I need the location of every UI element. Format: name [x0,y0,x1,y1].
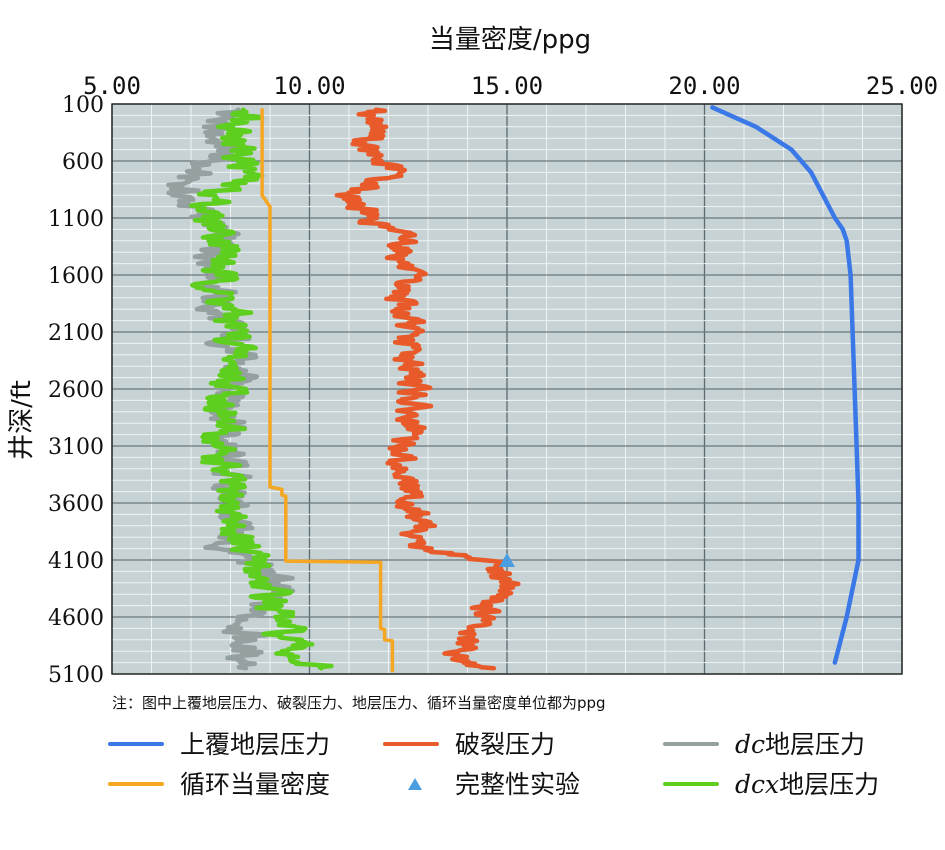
chart-title: 当量密度/ppg [429,25,591,55]
legend-label-italic: dcx [735,770,779,799]
y-tick-label: 1600 [48,264,104,289]
y-axis-title: 井深/ft [7,380,37,460]
y-tick-label: 600 [62,150,104,175]
plot-area [111,103,903,675]
x-tick-label: 10.00 [273,72,345,100]
y-tick-label: 5100 [48,663,104,688]
legend-label-text: 上覆地层压力 [180,730,330,759]
legend-label: dcx地层压力 [735,770,879,799]
legend-label: 循环当量密度 [180,770,330,799]
y-tick-label: 4600 [48,606,104,631]
x-axis-ticks: 5.00 10.00 15.00 20.00 25.00 [83,72,938,100]
legend-label: 破裂压力 [455,730,555,759]
x-tick-label: 20.00 [668,72,740,100]
y-tick-label: 3600 [48,492,104,517]
series-markers [499,553,515,567]
series-line-1 [334,107,521,671]
series-line-3 [188,107,334,671]
y-tick-label: 2100 [48,321,104,346]
series-lines [166,105,861,673]
legend-label: 完整性实验 [455,770,580,799]
legend-label-text: 破裂压力 [455,730,555,759]
legend-label-text: 地层压力 [765,730,865,759]
legend-swatch-triangle [408,778,422,790]
series-line-0 [710,105,861,665]
x-tick-label: 25.00 [866,72,938,100]
plot-frame [111,103,903,675]
series-line-2 [166,107,296,671]
legend-label-italic: dc [735,730,765,759]
chart-note: 注：图中上覆地层压力、破裂压力、地层压力、循环当量密度单位都为ppg [112,694,606,712]
legend-label: dc地层压力 [735,730,865,759]
y-tick-label: 4100 [48,549,104,574]
y-tick-label: 2600 [48,378,104,403]
y-axis-ticks: 100 600 1100 1600 2100 2600 3100 3600 4100 4600 51… [48,93,104,688]
legend-label: 上覆地层压力 [180,730,330,759]
series-line-4 [260,107,395,673]
x-tick-label: 5.00 [83,72,141,100]
legend-label-text: 地层压力 [779,770,879,799]
legend-label-text: 循环当量密度 [180,770,330,799]
y-tick-label: 3100 [48,435,104,460]
legend-label-text: 完整性实验 [455,770,580,799]
y-tick-label: 1100 [48,207,104,232]
y-tick-label: 100 [62,93,104,118]
x-tick-label: 15.00 [471,72,543,100]
marker-triangle [499,553,515,567]
